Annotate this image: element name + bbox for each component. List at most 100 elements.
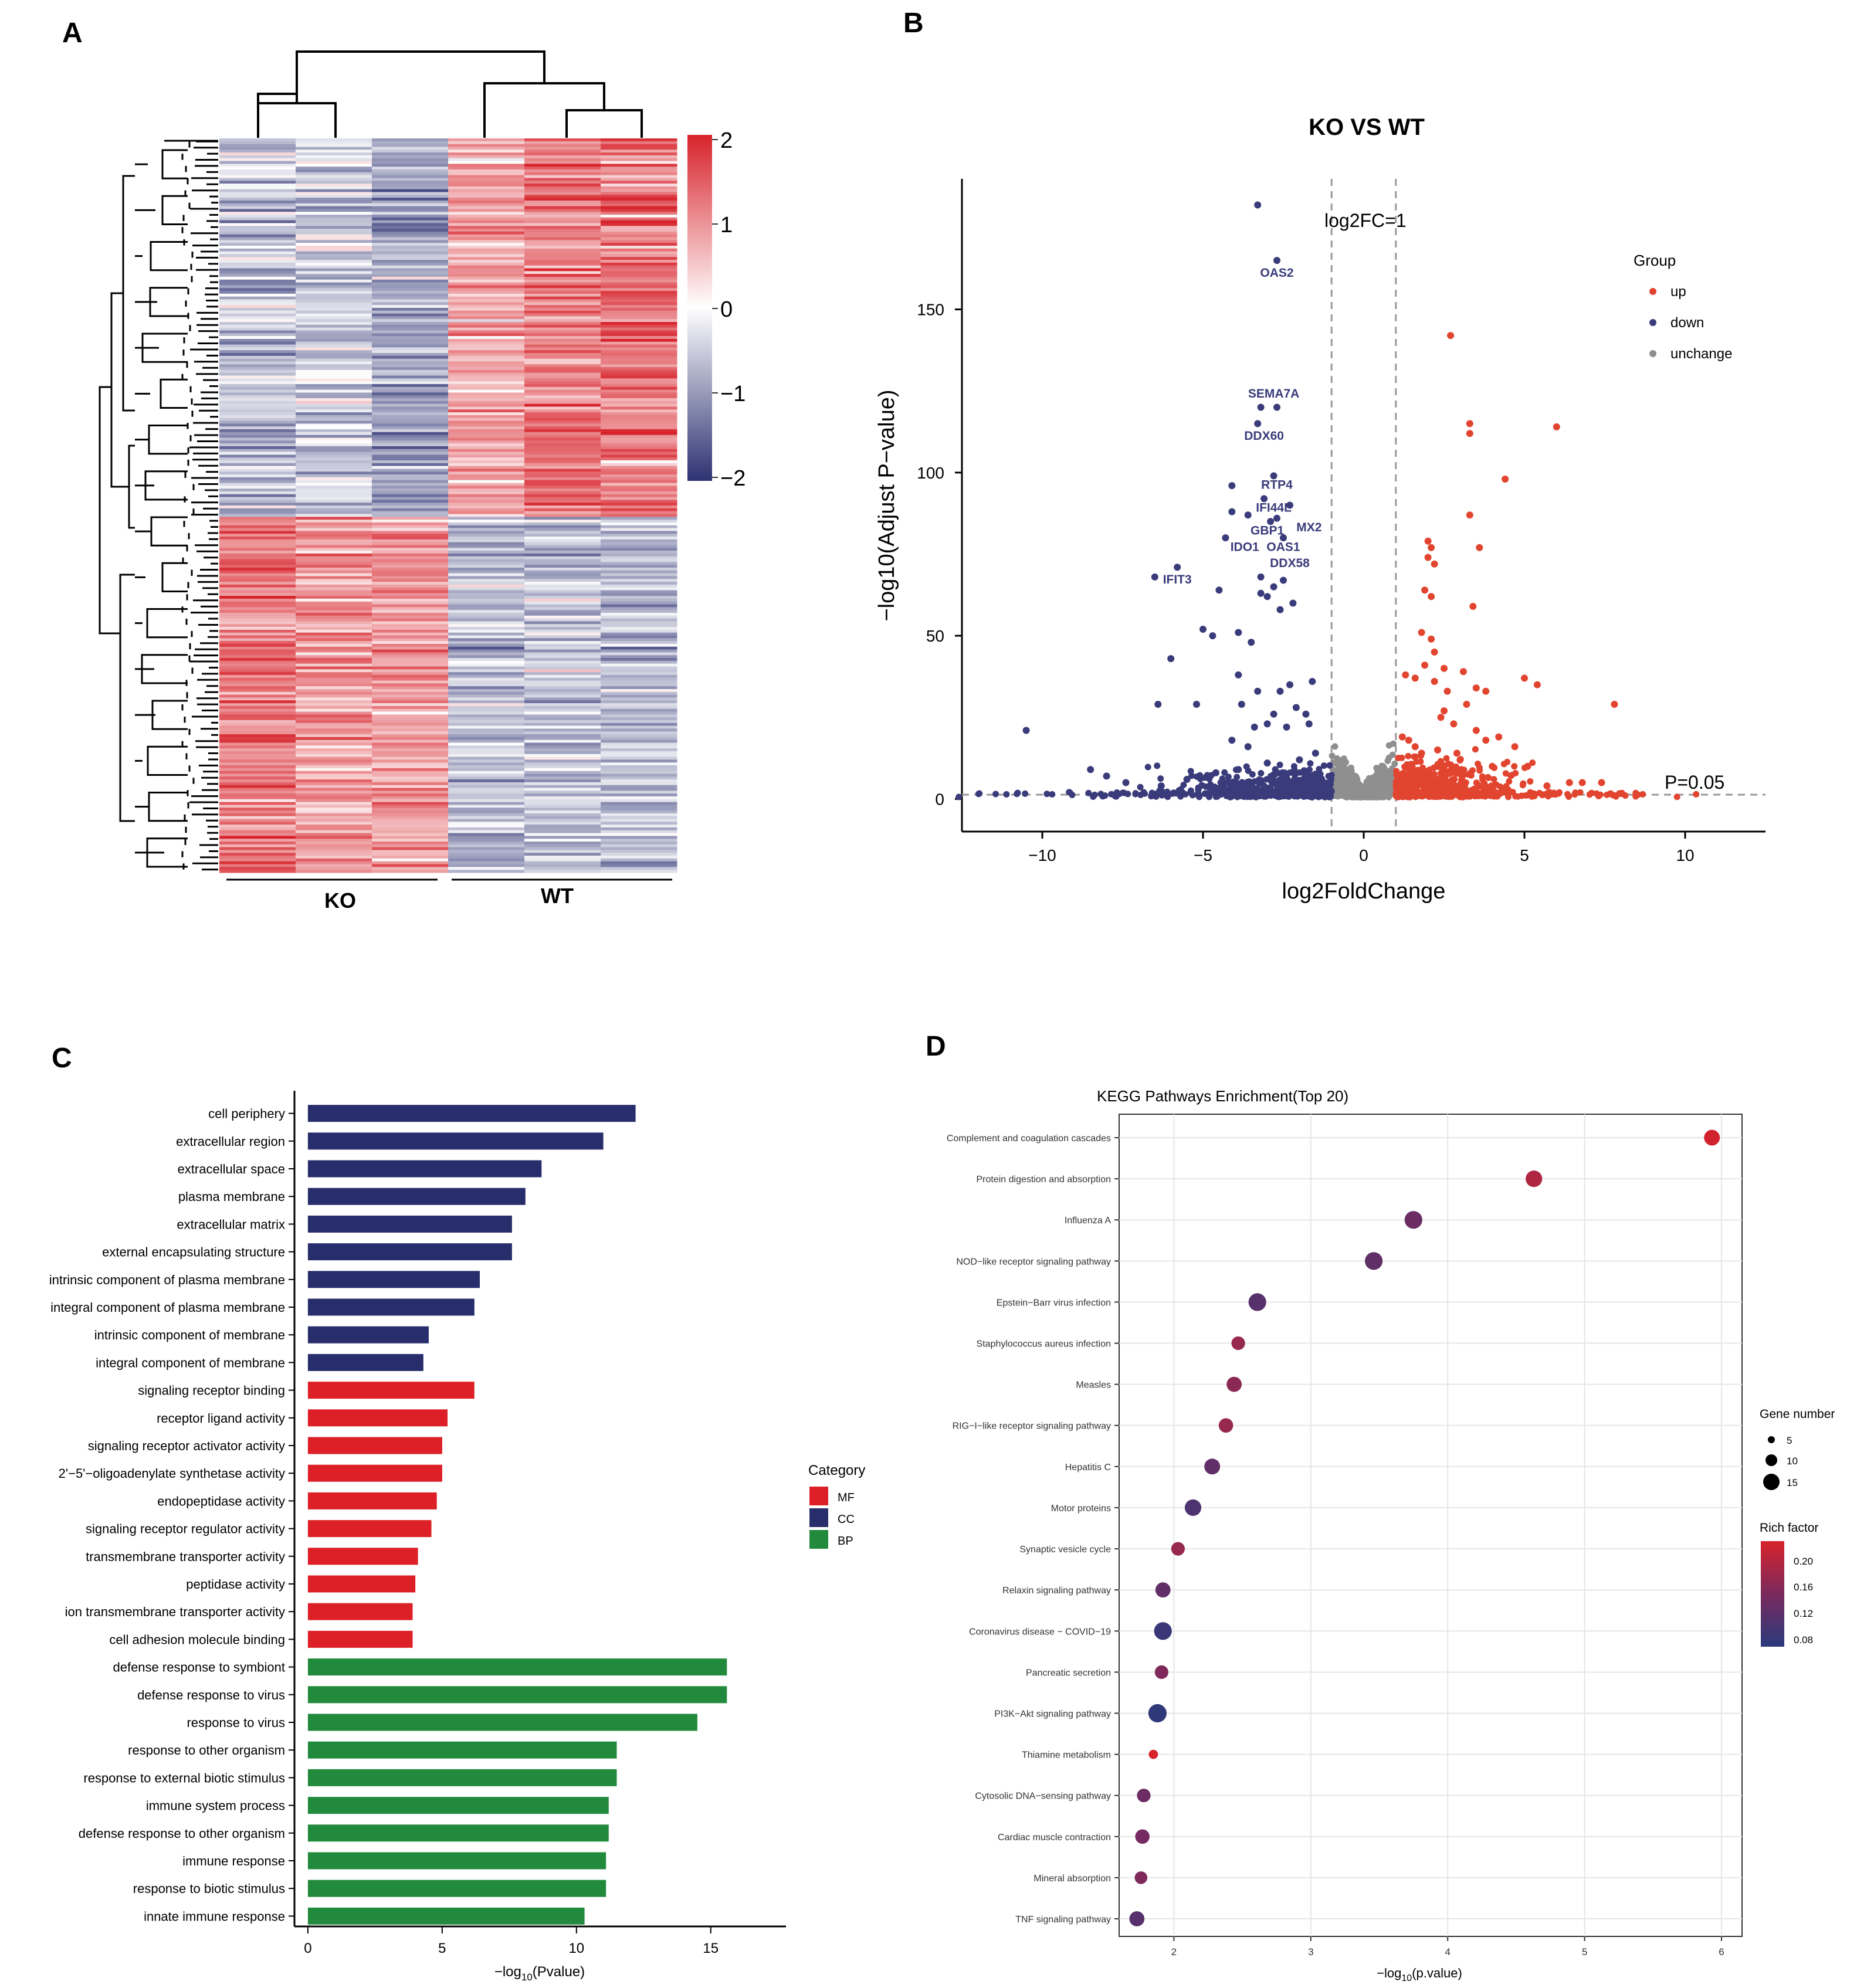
heatmap-cell — [296, 463, 372, 467]
heatmap-cell — [448, 562, 525, 565]
heatmap-cell — [448, 610, 525, 613]
heatmap-cell — [524, 282, 601, 286]
down-point — [1137, 783, 1144, 791]
heatmap-cell — [601, 853, 677, 856]
heatmap-cell — [372, 338, 449, 342]
heatmap-cell — [372, 683, 449, 687]
heatmap-cell — [219, 401, 296, 405]
heatmap-cell — [296, 754, 372, 758]
heatmap-cell — [296, 728, 372, 732]
go-bar — [307, 1353, 423, 1371]
down-point — [1254, 420, 1262, 428]
heatmap-cell — [219, 169, 296, 173]
up-point — [1424, 554, 1432, 561]
heatmap-cell — [448, 548, 525, 551]
go-bars — [307, 1105, 727, 1925]
down-point — [1211, 783, 1218, 791]
heatmap-cell — [524, 474, 601, 478]
heatmap-cell — [448, 327, 525, 331]
heatmap-cell — [524, 271, 601, 274]
heatmap-cell — [448, 178, 525, 181]
heatmap-cell — [296, 313, 372, 317]
kegg-pathway-label: Hepatitis C — [1065, 1463, 1111, 1473]
heatmap-cell — [448, 500, 525, 503]
heatmap-cell — [448, 172, 525, 176]
down-point — [1279, 782, 1285, 789]
heatmap-cell — [448, 352, 525, 357]
heatmap-cell — [372, 186, 449, 190]
heatmap-cell — [296, 324, 372, 328]
heatmap-cell — [524, 850, 601, 853]
heatmap-cell — [296, 765, 372, 769]
heatmap-cell — [219, 576, 296, 579]
heatmap-cell — [372, 229, 449, 232]
heatmap-cell — [448, 347, 525, 351]
heatmap-cell — [601, 858, 677, 862]
heatmap-cell — [524, 341, 601, 345]
heatmap-cell — [601, 418, 677, 422]
heatmap-cell — [524, 322, 601, 325]
heatmap-cell — [372, 254, 449, 257]
up-point — [1593, 790, 1600, 797]
heatmap-cell — [601, 483, 677, 486]
heatmap-cell — [219, 491, 296, 495]
heatmap-cell — [296, 548, 372, 551]
heatmap-cell — [601, 765, 677, 769]
up-point — [1418, 749, 1425, 757]
heatmap-cell — [296, 517, 372, 520]
up-point — [1520, 780, 1527, 787]
volcano-x-label: log2FoldChange — [1282, 879, 1446, 904]
go-term-label: signaling receptor binding — [138, 1383, 285, 1398]
heatmap-cell — [448, 268, 525, 272]
unchange-point — [1374, 791, 1381, 798]
heatmap-cell — [448, 486, 525, 489]
heatmap-cell — [372, 570, 449, 574]
heatmap-cell — [448, 198, 525, 201]
heatmap-cell — [601, 819, 677, 822]
up-point — [1414, 775, 1421, 782]
heatmap-cell — [372, 584, 449, 588]
heatmap-cell — [601, 324, 677, 328]
heatmap-cell — [219, 141, 296, 145]
heatmap-cell — [524, 802, 601, 805]
heatmap-cell — [296, 449, 372, 453]
heatmap-cell — [601, 469, 677, 472]
heatmap-cell — [372, 652, 449, 656]
heatmap-cell — [524, 683, 601, 687]
unchange-point — [1370, 793, 1377, 800]
heatmap-cell — [296, 774, 372, 777]
heatmap-cell — [448, 483, 525, 486]
heatmap-cell — [601, 471, 677, 475]
heatmap-cell — [448, 181, 525, 184]
heatmap-cell — [219, 486, 296, 489]
kegg-dot — [1148, 1704, 1167, 1723]
down-point — [1309, 678, 1316, 685]
heatmap-cell — [372, 302, 449, 306]
up-point — [1447, 332, 1454, 340]
heatmap-cell — [601, 350, 677, 354]
heatmap-cell — [601, 406, 677, 410]
up-point — [1530, 790, 1537, 797]
heatmap-cell — [296, 150, 372, 153]
heatmap-cell — [219, 717, 296, 721]
heatmap-cell — [372, 861, 449, 865]
go-bar — [307, 1132, 604, 1150]
heatmap-cell — [296, 830, 372, 834]
down-point — [1273, 257, 1280, 264]
up-point — [1564, 791, 1571, 798]
heatmap-cell — [296, 483, 372, 486]
heatmap-cell — [219, 621, 296, 625]
down-point — [1219, 775, 1226, 782]
heatmap-cell — [601, 567, 677, 571]
heatmap-cell — [601, 503, 677, 506]
heatmap-cell — [372, 446, 449, 450]
heatmap-cell — [219, 243, 296, 246]
heatmap-cell — [219, 398, 296, 402]
down-point — [1262, 783, 1269, 791]
heatmap-cell — [372, 548, 449, 551]
heatmap-cell — [219, 641, 296, 644]
heatmap-cell — [372, 666, 449, 670]
go-term-label: immune response — [182, 1854, 285, 1868]
heatmap-cell — [524, 839, 601, 842]
heatmap-cell — [372, 697, 449, 701]
